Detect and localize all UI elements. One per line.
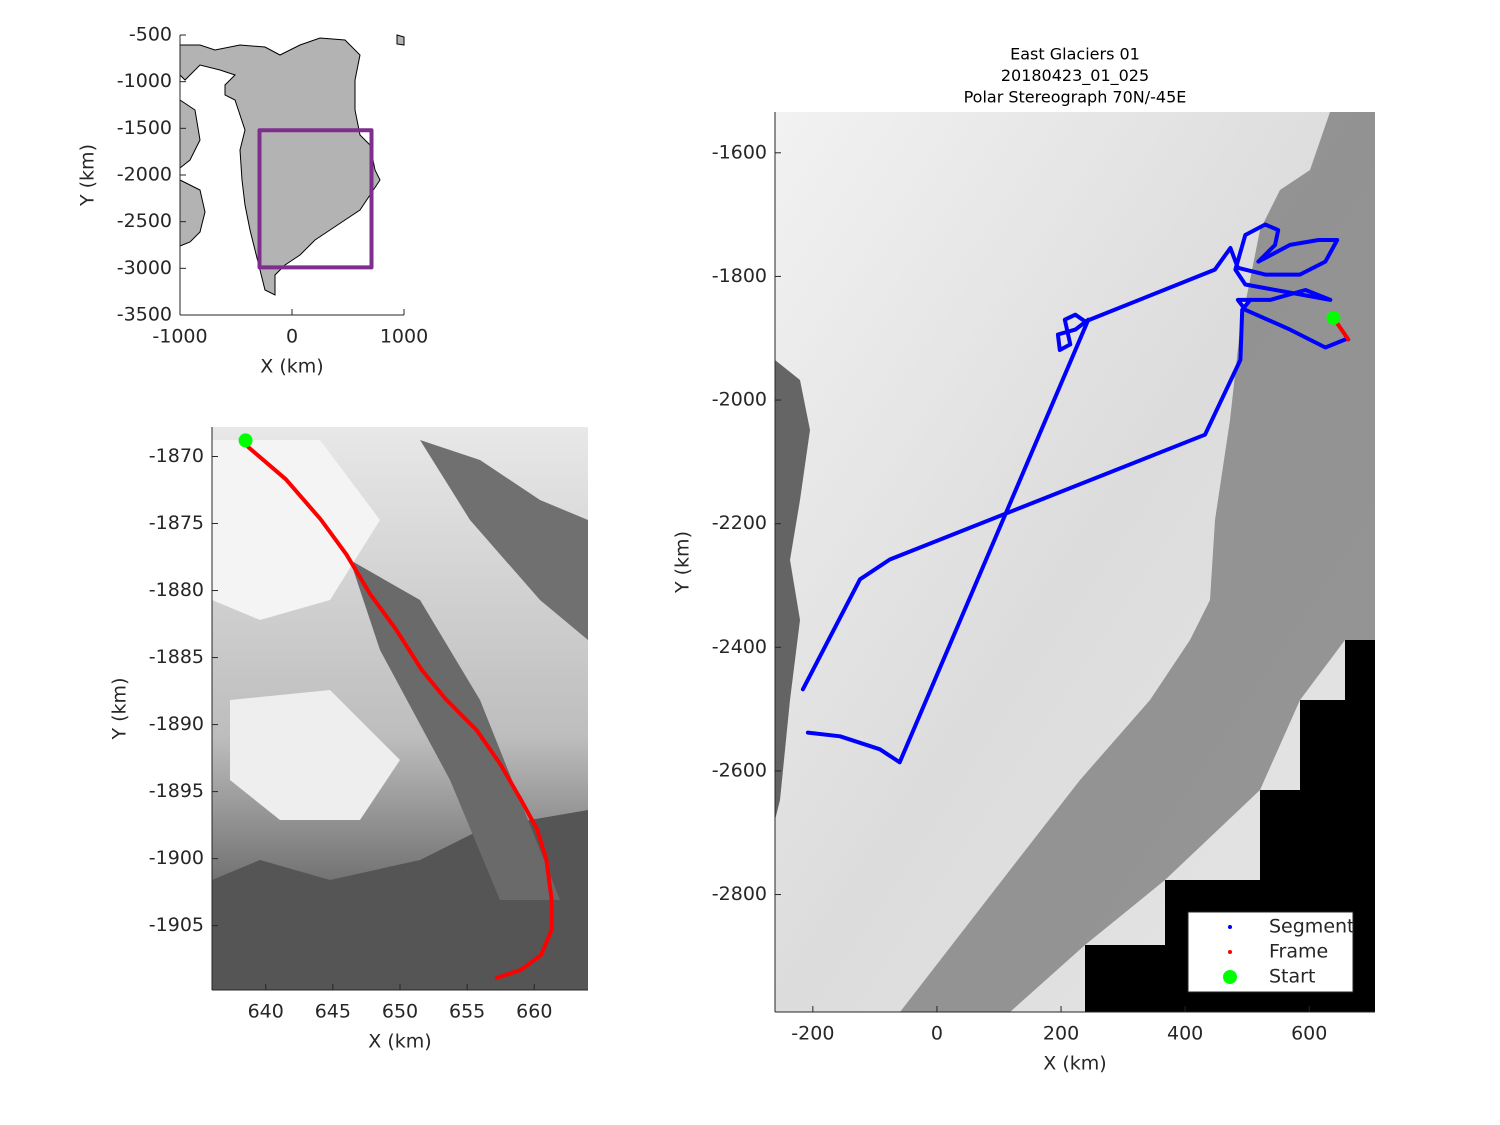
x-tick-label: 0 <box>286 326 298 348</box>
legend-label: Segment <box>1269 916 1355 938</box>
x-tick-label: 655 <box>449 1001 485 1023</box>
y-tick-label: -2000 <box>712 389 767 411</box>
track <box>246 445 554 980</box>
y-tick-label: -2600 <box>712 759 767 781</box>
chart-title: Polar Stereograph 70N/-45E <box>964 88 1187 107</box>
land <box>179 34 405 296</box>
x-tick-label: -200 <box>791 1023 834 1045</box>
y-tick-label: -1600 <box>712 141 767 163</box>
y-tick-label: -2800 <box>712 883 767 905</box>
legend-label: Start <box>1269 966 1315 988</box>
y-tick-label: -500 <box>129 24 172 46</box>
y-tick-label: -1800 <box>712 265 767 287</box>
island <box>396 34 405 46</box>
y-tick-label: -1870 <box>149 445 204 467</box>
y-axis-label: Y (km) <box>109 678 131 741</box>
x-tick-label: -1000 <box>152 326 207 348</box>
snow <box>212 440 380 620</box>
coast-rock <box>900 112 1375 1012</box>
x-axis-label: X (km) <box>260 356 323 378</box>
y-axis-label: Y (km) <box>672 531 694 594</box>
x-tick-label: 640 <box>248 1001 284 1023</box>
y-tick-label: -1905 <box>149 914 204 936</box>
y-tick-label: -1895 <box>149 780 204 802</box>
legend-box <box>1187 911 1354 993</box>
y-tick-label: -1890 <box>149 713 204 735</box>
chart-title: East Glaciers 01 <box>1010 45 1140 64</box>
y-tick-label: -3500 <box>117 304 172 326</box>
start-marker <box>238 433 253 448</box>
plot-area <box>257 128 374 270</box>
y-axis-label: Y (km) <box>77 144 99 207</box>
canada <box>179 179 206 247</box>
y-tick-label: -1880 <box>149 579 204 601</box>
x-tick-label: 650 <box>382 1001 418 1023</box>
x-axis-label: X (km) <box>368 1031 431 1053</box>
y-tick-label: -3000 <box>117 257 172 279</box>
legend-label: Frame <box>1269 941 1328 963</box>
y-tick-label: -1900 <box>149 847 204 869</box>
dark-valley <box>350 560 560 900</box>
y-tick-label: -2500 <box>117 210 172 232</box>
track <box>800 222 1348 765</box>
y-tick-label: -2200 <box>712 512 767 534</box>
y-tick-label: -1885 <box>149 646 204 668</box>
start-marker <box>1326 310 1341 325</box>
plot-area <box>238 433 554 980</box>
x-tick-label: 660 <box>516 1001 552 1023</box>
x-tick-label: 645 <box>315 1001 351 1023</box>
x-tick-label: 1000 <box>380 326 428 348</box>
x-axis-label: X (km) <box>1043 1053 1106 1075</box>
legend-marker <box>1228 950 1232 954</box>
plot-area <box>800 222 1351 765</box>
coast-rock <box>775 360 810 820</box>
canada <box>179 99 201 170</box>
legend-marker <box>1228 925 1232 929</box>
x-tick-label: 0 <box>931 1023 943 1045</box>
track <box>257 128 374 270</box>
satellite-image <box>212 427 588 990</box>
y-tick-label: -2400 <box>712 636 767 658</box>
y-tick-label: -2000 <box>117 164 172 186</box>
x-tick-label: 600 <box>1291 1023 1327 1045</box>
dark-valley <box>420 440 588 640</box>
snow <box>230 690 400 820</box>
x-tick-label: 200 <box>1043 1023 1079 1045</box>
greenland <box>179 37 381 296</box>
chart-title: 20180423_01_025 <box>1001 66 1149 86</box>
x-tick-label: 400 <box>1167 1023 1203 1045</box>
y-tick-label: -1875 <box>149 512 204 534</box>
legend-marker <box>1223 970 1237 984</box>
y-tick-label: -1000 <box>117 70 172 92</box>
y-tick-label: -1500 <box>117 117 172 139</box>
